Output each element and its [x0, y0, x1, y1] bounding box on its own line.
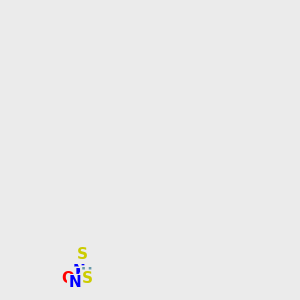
Text: S: S: [82, 271, 93, 286]
Text: H: H: [81, 266, 93, 280]
Text: N: N: [68, 275, 81, 290]
Text: N: N: [72, 264, 85, 279]
Text: N: N: [75, 268, 88, 283]
Text: S: S: [77, 247, 88, 262]
Text: O: O: [61, 271, 74, 286]
